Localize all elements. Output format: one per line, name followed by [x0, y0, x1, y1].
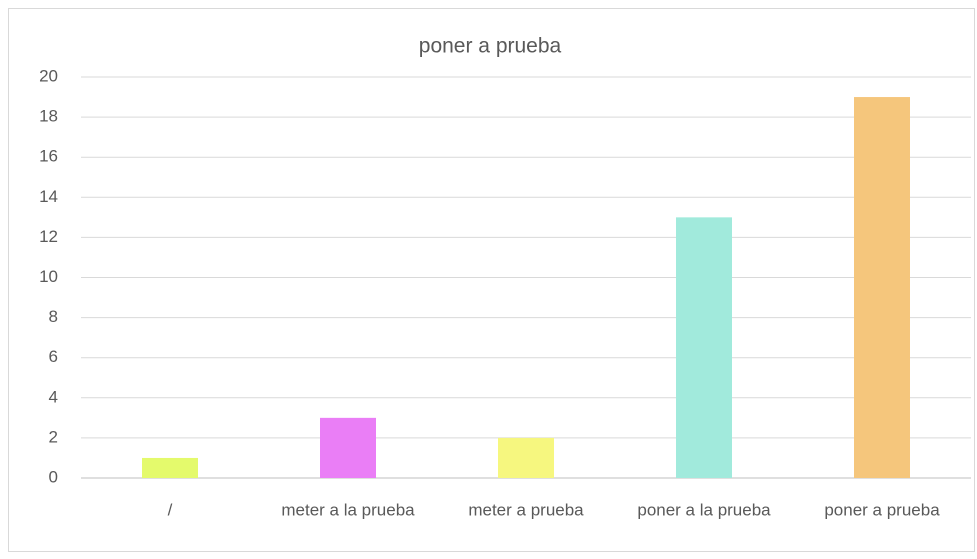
x-tick-label: /	[168, 500, 173, 519]
x-tick-label: poner a la prueba	[637, 500, 771, 519]
bar	[142, 457, 198, 478]
y-tick-label: 0	[49, 467, 58, 486]
x-tick-label: meter a la prueba	[281, 500, 415, 519]
bar	[320, 417, 376, 478]
x-tick-label: meter a prueba	[468, 500, 584, 519]
y-tick-label: 16	[39, 147, 58, 166]
bar	[676, 217, 732, 478]
y-tick-label: 14	[39, 187, 58, 206]
bar	[498, 437, 554, 478]
y-tick-label: 20	[39, 66, 58, 85]
bar	[854, 97, 910, 479]
y-tick-label: 12	[39, 227, 58, 246]
chart-title: poner a prueba	[419, 35, 562, 58]
y-tick-label: 4	[49, 387, 58, 406]
y-tick-label: 6	[49, 347, 58, 366]
y-tick-label: 10	[39, 267, 58, 286]
y-tick-label: 18	[39, 107, 58, 126]
x-tick-label: poner a prueba	[824, 500, 940, 519]
y-tick-label: 2	[49, 427, 58, 446]
y-tick-label: 8	[49, 307, 58, 326]
